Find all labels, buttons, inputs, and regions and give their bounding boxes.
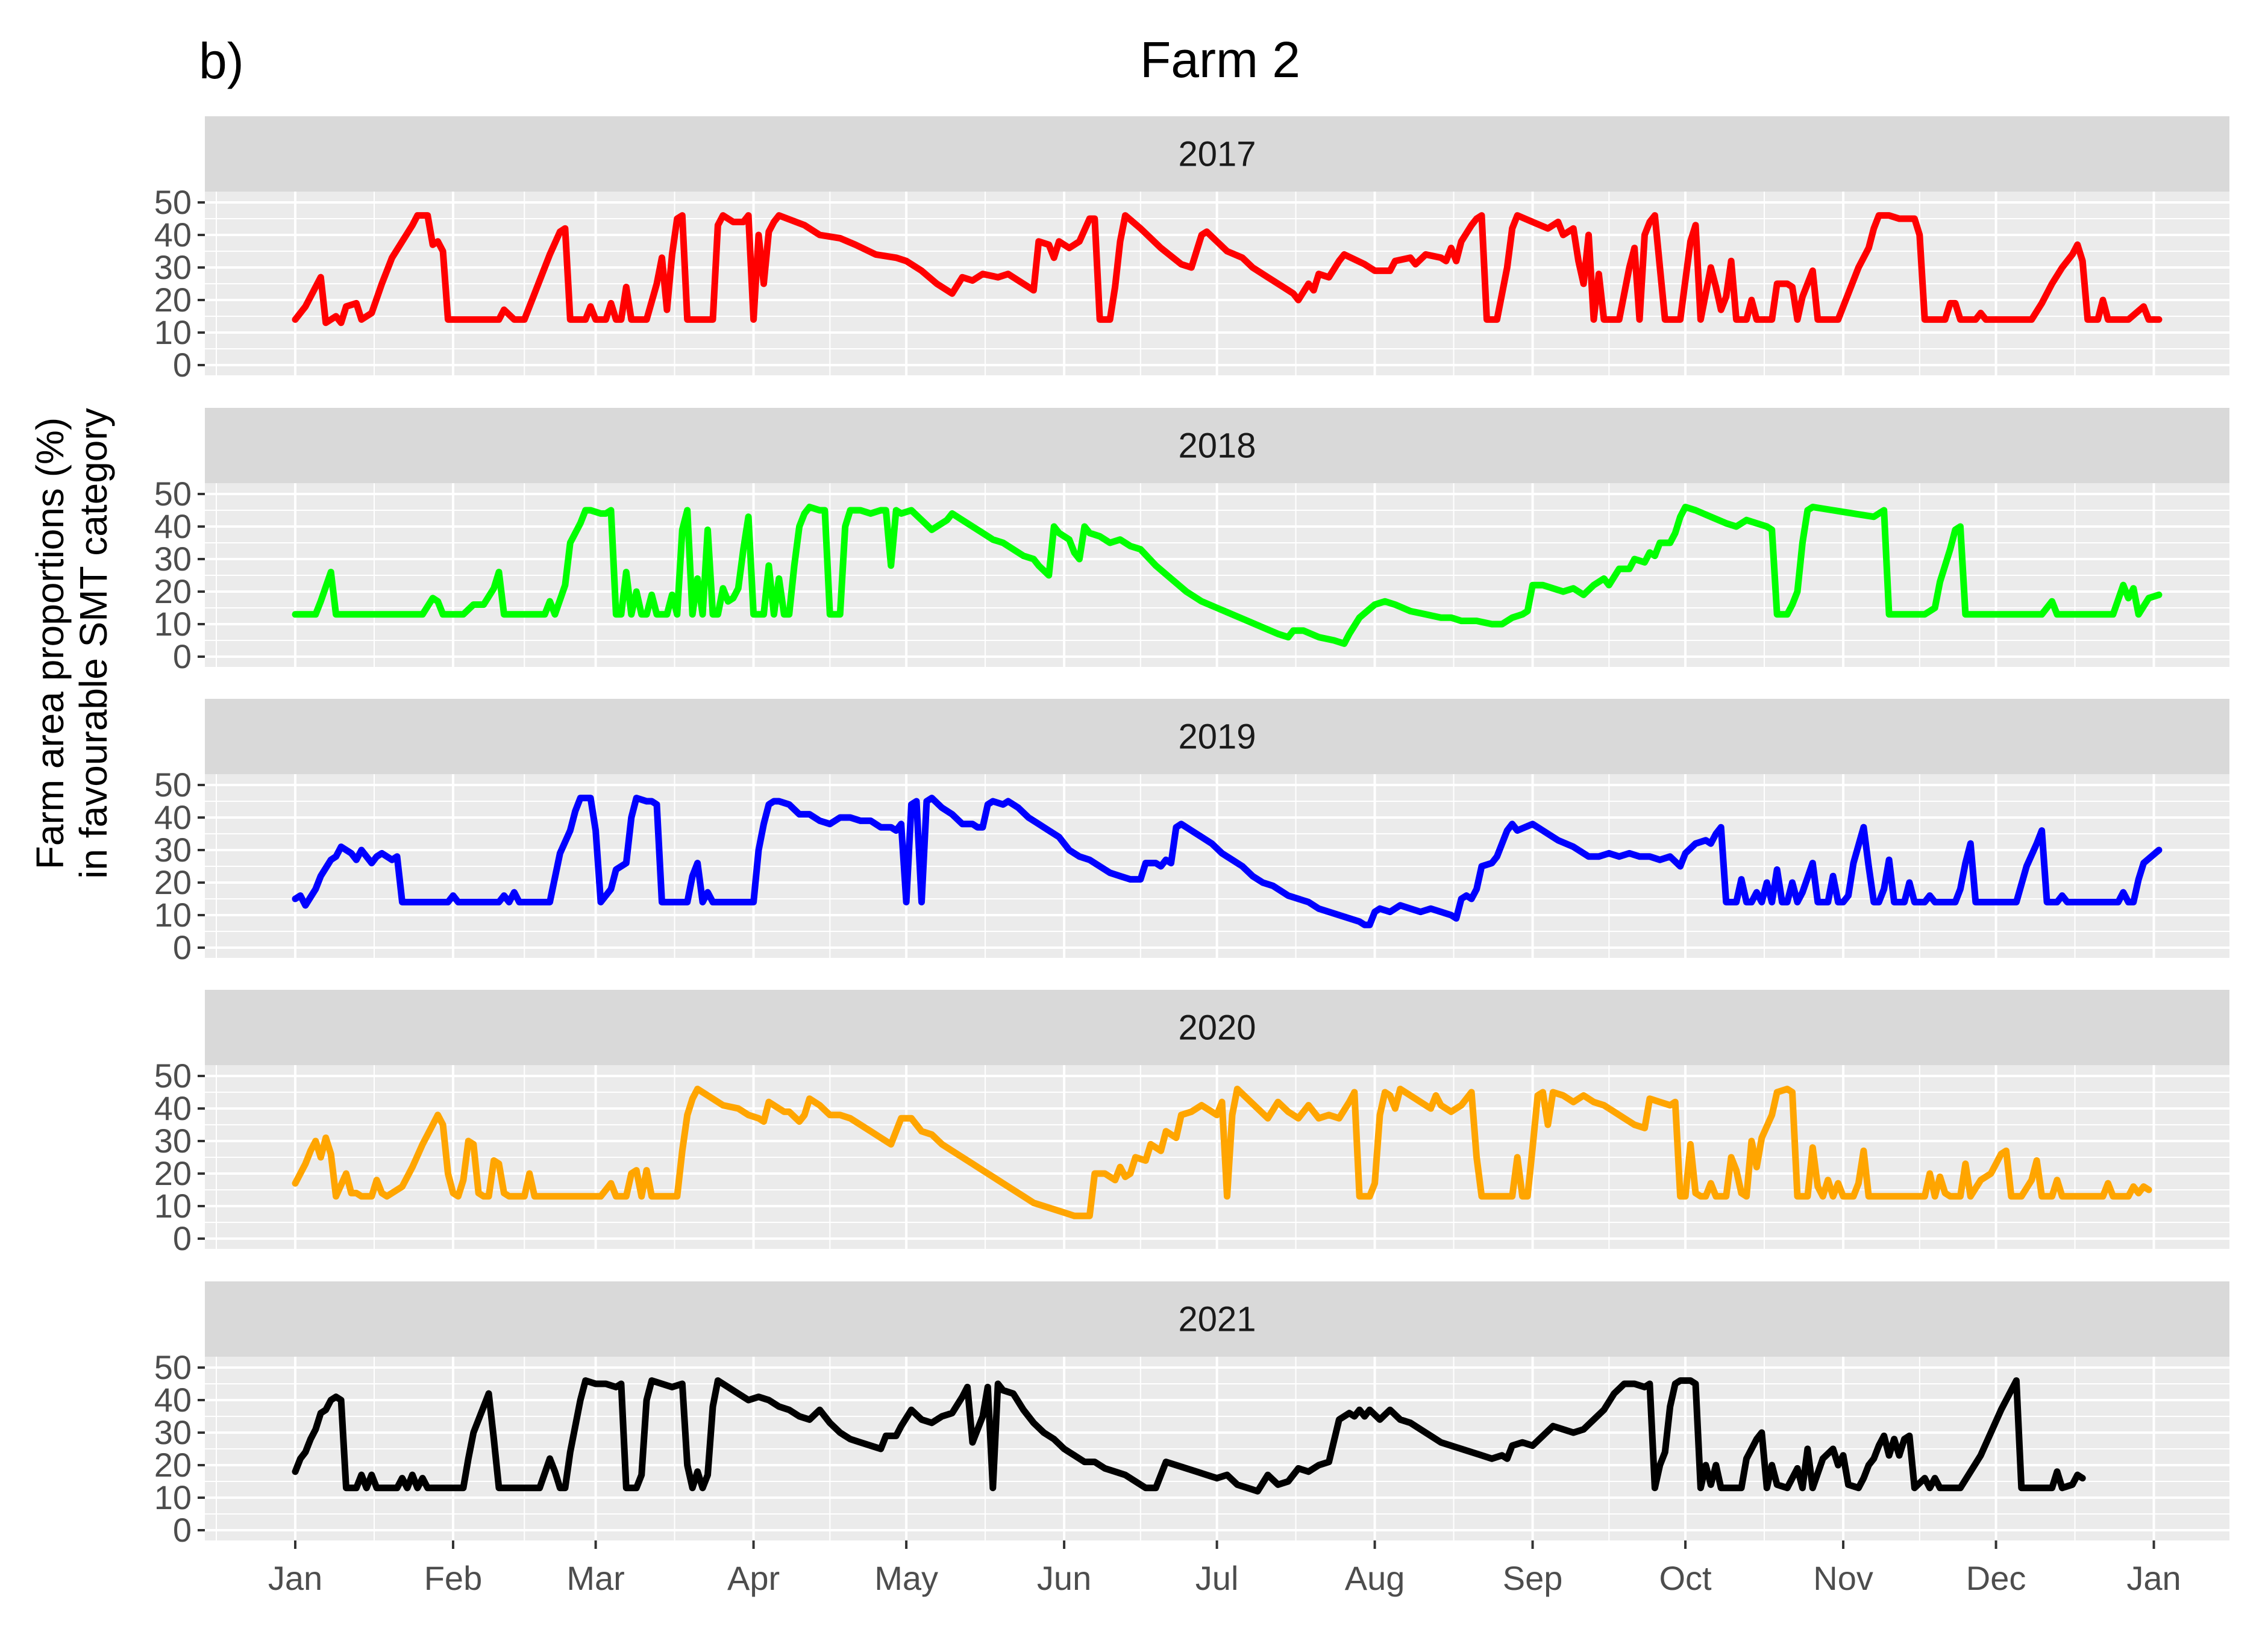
y-tick-label: 10 [154, 605, 192, 643]
x-tick-label: Mar [566, 1559, 624, 1597]
y-axis-title-line1: Farm area proportions (%) [28, 417, 72, 869]
y-tick-label: 30 [154, 1413, 192, 1451]
y-tick-label: 10 [154, 1478, 192, 1516]
series-line-2017 [292, 212, 2163, 327]
y-tick-label: 30 [154, 1122, 192, 1160]
y-tick-label: 50 [154, 766, 192, 804]
y-tick-label: 30 [154, 540, 192, 578]
y-tick-label: 50 [154, 183, 192, 221]
y-tick-label: 30 [154, 831, 192, 869]
y-tick-label: 40 [154, 1381, 192, 1419]
x-tick-label: Aug [1345, 1559, 1405, 1597]
y-tick-label: 0 [173, 1511, 192, 1549]
y-tick-label: 50 [154, 1348, 192, 1386]
x-tick-label: Jun [1037, 1559, 1091, 1597]
facet-strip-label: 2018 [1178, 427, 1256, 466]
y-tick-label: 40 [154, 507, 192, 545]
y-tick-label: 20 [154, 1154, 192, 1192]
series-line-2020 [292, 1086, 2152, 1219]
x-tick-label: Nov [1813, 1559, 1873, 1597]
y-tick-label: 10 [154, 313, 192, 351]
chart-title: Farm 2 [1140, 31, 1300, 88]
x-tick-label: Jul [1195, 1559, 1239, 1597]
y-tick-label: 20 [154, 1446, 192, 1484]
y-tick-label: 20 [154, 863, 192, 901]
y-tick-label: 10 [154, 896, 192, 934]
facet-strip [205, 116, 2229, 192]
y-tick-label: 40 [154, 1089, 192, 1127]
series-line-2019 [292, 795, 2163, 928]
y-tick-label: 0 [173, 928, 192, 966]
series-line-2021 [292, 1377, 2086, 1495]
y-axis-title-line2: in favourable SMT category [72, 408, 115, 878]
facet-strip-label: 2020 [1178, 1008, 1256, 1048]
series-line-2018 [292, 504, 2163, 647]
y-tick-label: 40 [154, 798, 192, 836]
x-tick-label: May [874, 1559, 938, 1597]
y-tick-label: 50 [154, 1057, 192, 1095]
facet-strip-label: 2021 [1178, 1300, 1256, 1339]
y-tick-label: 0 [173, 637, 192, 675]
facet-panels: 2017010203040502018010203040502019010203… [154, 116, 2234, 1549]
y-tick-label: 0 [173, 346, 192, 384]
y-axis-title: Farm area proportions (%) in favourable … [28, 408, 115, 878]
y-tick-label: 0 [173, 1219, 192, 1257]
facet-strip [205, 408, 2229, 483]
x-tick-label: Dec [1966, 1559, 2026, 1597]
x-axis: Jan Feb Mar Apr May Jun Jul Aug Sep Oct Nov Dec Jan [268, 1540, 2181, 1597]
y-tick-label: 50 [154, 475, 192, 513]
facet-strip [205, 990, 2229, 1065]
y-tick-label: 10 [154, 1187, 192, 1225]
facet-strip-label: 2017 [1178, 135, 1256, 174]
x-tick-label: Jan [268, 1559, 322, 1597]
x-tick-label: Apr [727, 1559, 780, 1597]
facet-strip [205, 1281, 2229, 1357]
facet-strip-label: 2019 [1178, 718, 1256, 757]
x-tick-label: Oct [1659, 1559, 1712, 1597]
y-tick-label: 30 [154, 248, 192, 286]
y-tick-label: 20 [154, 572, 192, 610]
y-tick-label: 40 [154, 216, 192, 254]
x-tick-label: Sep [1503, 1559, 1563, 1597]
y-tick-label: 20 [154, 281, 192, 319]
x-tick-label: Feb [424, 1559, 483, 1597]
x-tick-label: Jan [2126, 1559, 2181, 1597]
facet-strip [205, 699, 2229, 774]
panel-tag: b) [199, 33, 244, 89]
